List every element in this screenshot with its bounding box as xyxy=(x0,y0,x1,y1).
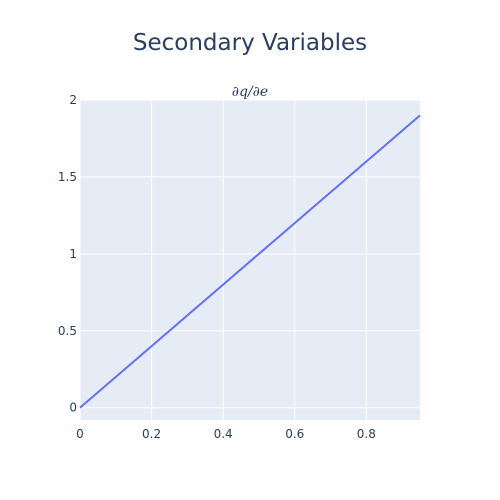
y-tick-label: 2 xyxy=(69,93,77,107)
plot-area xyxy=(80,100,420,420)
x-tick-label: 0.8 xyxy=(357,427,376,441)
y-tick-label: 0.5 xyxy=(58,324,77,338)
chart-title: Secondary Variables xyxy=(133,30,367,56)
y-tick-label: 1.5 xyxy=(58,170,77,184)
series-line xyxy=(79,114,421,409)
series-layer xyxy=(79,114,421,409)
x-tick-label: 0.2 xyxy=(142,427,161,441)
y-axis-ticks: 0 0.5 1 1.5 2 xyxy=(58,93,77,415)
x-axis-ticks: 0 0.2 0.4 0.6 0.8 xyxy=(76,427,376,441)
y-tick-label: 0 xyxy=(69,401,77,415)
x-tick-label: 0.4 xyxy=(214,427,233,441)
grid-lines xyxy=(79,99,420,420)
x-tick-label: 0 xyxy=(76,427,84,441)
subplot-title: ∂q/∂e xyxy=(232,84,268,100)
y-tick-label: 1 xyxy=(69,247,77,261)
x-tick-label: 0.6 xyxy=(285,427,304,441)
